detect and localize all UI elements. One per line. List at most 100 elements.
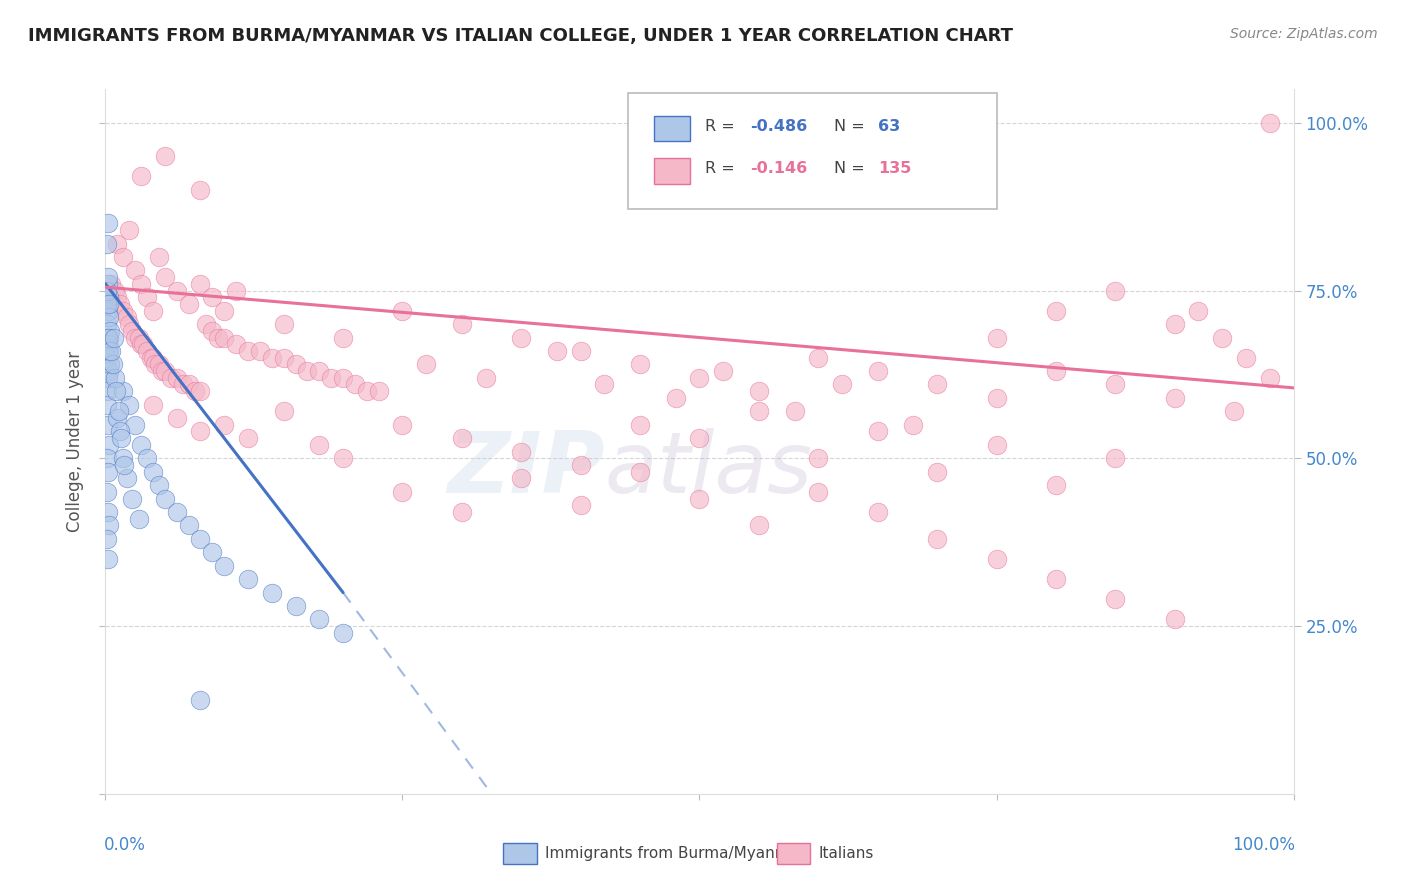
Point — [783, 404, 806, 418]
Point — [332, 451, 354, 466]
FancyBboxPatch shape — [628, 93, 997, 209]
Point — [190, 277, 212, 291]
Point — [569, 343, 592, 358]
Point — [214, 303, 236, 318]
Point — [415, 357, 437, 371]
Point — [96, 351, 118, 365]
Point — [108, 425, 131, 439]
Point — [136, 451, 159, 466]
Point — [148, 357, 170, 371]
Point — [1164, 612, 1187, 626]
Point — [104, 371, 127, 385]
Point — [569, 498, 592, 512]
Point — [391, 303, 413, 318]
Text: Source: ZipAtlas.com: Source: ZipAtlas.com — [1230, 27, 1378, 41]
Point — [689, 371, 711, 385]
Text: N =: N = — [834, 161, 870, 177]
Text: N =: N = — [834, 119, 870, 134]
Point — [153, 149, 176, 163]
Point — [748, 404, 770, 418]
Point — [103, 330, 125, 344]
Point — [1045, 572, 1067, 586]
Point — [98, 297, 121, 311]
Point — [96, 384, 118, 399]
Point — [128, 512, 150, 526]
Text: 135: 135 — [877, 161, 911, 177]
Point — [190, 532, 212, 546]
Point — [986, 330, 1008, 344]
Point — [142, 465, 165, 479]
Point — [510, 330, 533, 344]
FancyBboxPatch shape — [654, 159, 690, 184]
Point — [97, 277, 120, 291]
Point — [118, 398, 141, 412]
Point — [105, 236, 128, 251]
Point — [748, 518, 770, 533]
Point — [986, 391, 1008, 405]
Point — [807, 451, 830, 466]
Point — [97, 371, 120, 385]
Point — [332, 371, 354, 385]
Point — [308, 364, 330, 378]
Point — [1104, 377, 1126, 392]
Point — [225, 284, 247, 298]
Point — [807, 351, 830, 365]
Point — [214, 558, 236, 573]
Point — [97, 552, 120, 566]
Point — [332, 625, 354, 640]
Point — [1104, 592, 1126, 607]
Point — [107, 404, 129, 418]
Point — [190, 384, 212, 399]
Point — [177, 377, 200, 392]
Point — [97, 303, 120, 318]
Point — [321, 371, 343, 385]
Point — [110, 431, 132, 445]
Point — [96, 398, 118, 412]
Point — [98, 343, 121, 358]
Point — [343, 377, 366, 392]
Point — [925, 532, 948, 546]
Point — [172, 377, 194, 392]
Point — [665, 391, 688, 405]
Point — [195, 317, 218, 331]
Point — [569, 458, 592, 472]
Text: R =: R = — [706, 119, 741, 134]
Point — [1104, 284, 1126, 298]
Point — [1187, 303, 1209, 318]
Point — [118, 223, 141, 237]
Point — [1211, 330, 1233, 344]
Point — [689, 431, 711, 445]
Text: Immigrants from Burma/Myanmar: Immigrants from Burma/Myanmar — [546, 847, 806, 862]
Point — [214, 330, 236, 344]
Point — [96, 284, 118, 298]
Point — [391, 417, 413, 432]
Point — [112, 250, 135, 264]
Point — [593, 377, 616, 392]
Point — [104, 284, 127, 298]
Point — [97, 343, 120, 358]
Point — [142, 398, 165, 412]
Point — [190, 693, 212, 707]
Point — [260, 585, 283, 599]
Point — [367, 384, 389, 399]
Point — [124, 417, 146, 432]
Point — [105, 384, 128, 399]
Point — [1045, 303, 1067, 318]
Point — [450, 505, 472, 519]
Point — [190, 425, 212, 439]
Point — [183, 384, 205, 399]
Point — [748, 384, 770, 399]
Point — [121, 324, 143, 338]
Point — [105, 290, 128, 304]
Point — [96, 532, 118, 546]
Point — [101, 357, 124, 371]
Point — [284, 599, 307, 613]
Point — [118, 317, 141, 331]
Point — [831, 377, 853, 392]
Point — [628, 465, 651, 479]
Point — [96, 317, 118, 331]
Point — [139, 351, 162, 365]
Point — [124, 330, 146, 344]
Point — [297, 364, 319, 378]
Point — [115, 310, 138, 325]
